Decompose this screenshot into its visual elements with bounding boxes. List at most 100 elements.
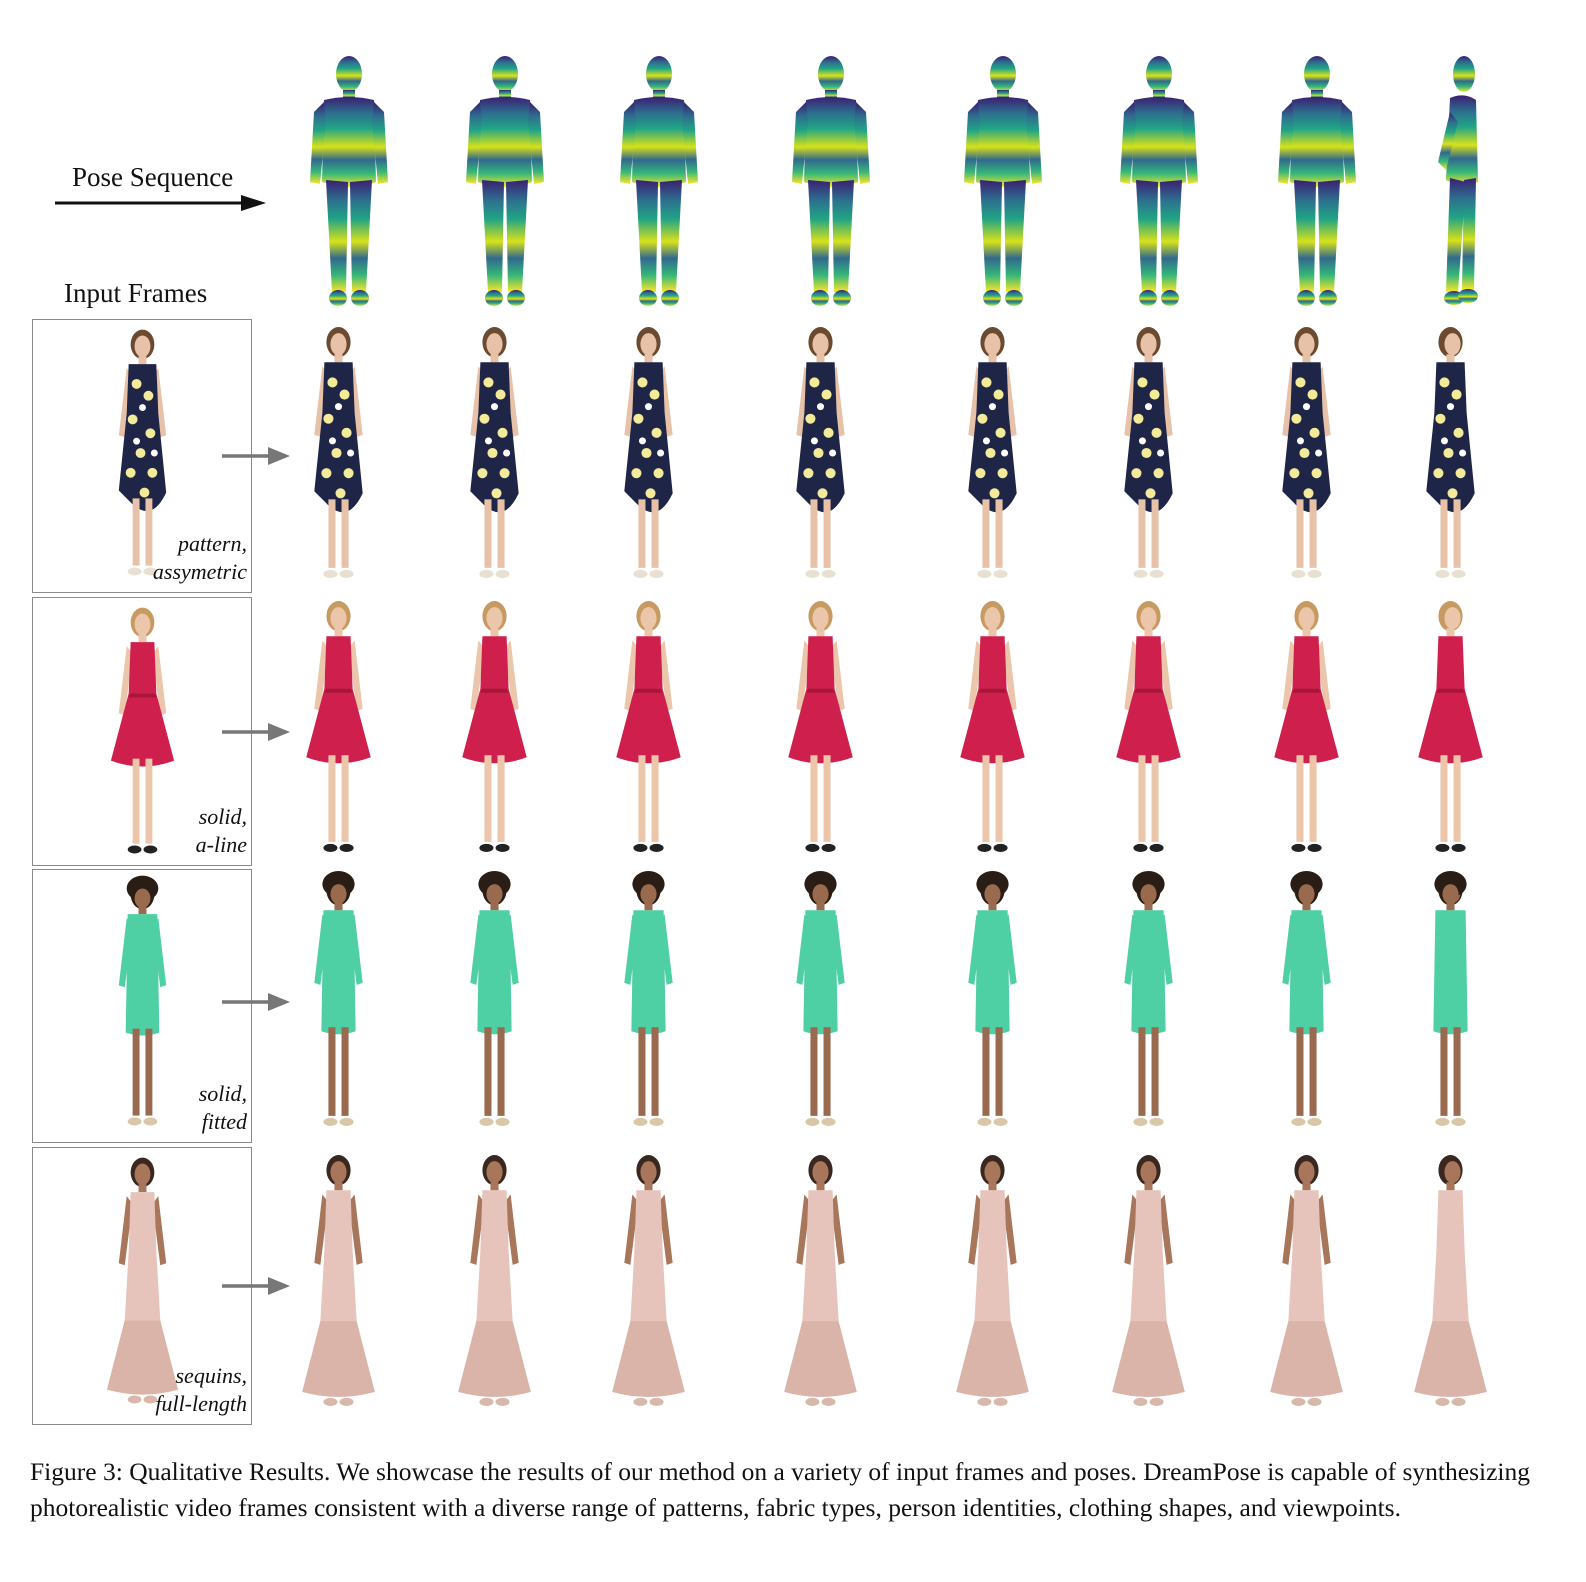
- row-arrow-3: [222, 993, 290, 1011]
- input-person: [103, 324, 182, 582]
- output-frame: [454, 870, 574, 1132]
- person-figure: [788, 601, 853, 852]
- person-figure: [1274, 601, 1339, 852]
- person-figure: [960, 601, 1025, 852]
- output-frame: [952, 1150, 1072, 1412]
- person-figure: [968, 871, 1017, 1126]
- pose-figure: [1278, 56, 1356, 306]
- person-figure: [1414, 1155, 1487, 1406]
- output-frame: [608, 1150, 728, 1412]
- person-figure: [1433, 871, 1468, 1126]
- person-figure: [314, 327, 363, 578]
- output-frame: [608, 322, 728, 584]
- person-figure: [470, 327, 519, 578]
- person-figure: [314, 871, 363, 1126]
- pose-cell: [1262, 52, 1382, 312]
- output-frame: [1108, 1150, 1228, 1412]
- person-figure: [796, 327, 845, 578]
- pose-cell: [294, 52, 414, 312]
- output-frame: [1410, 322, 1530, 584]
- person-figure: [624, 327, 673, 578]
- person-figure: [1112, 1155, 1185, 1406]
- person-figure: [1270, 1155, 1343, 1406]
- person-figure: [458, 1155, 531, 1406]
- person-figure: [1418, 601, 1483, 852]
- input-frame-2: solid, a-line: [32, 597, 252, 866]
- person-figure: [956, 1155, 1029, 1406]
- output-frame: [1266, 1150, 1386, 1412]
- pose-figure: [466, 56, 544, 306]
- output-frame: [1410, 596, 1530, 858]
- input-frame-1: pattern, assymetric: [32, 319, 252, 593]
- pose-figure: [964, 56, 1042, 306]
- person-figure: [784, 1155, 857, 1406]
- person-figure: [470, 871, 519, 1126]
- pose-cell: [604, 52, 724, 312]
- output-frame: [1266, 596, 1386, 858]
- input-person: [103, 1152, 182, 1410]
- input-person: [103, 874, 182, 1132]
- person-figure: [612, 1155, 685, 1406]
- pose-figure: [792, 56, 870, 306]
- input-tag-1: pattern, assymetric: [152, 531, 247, 584]
- pose-figure: [1120, 56, 1198, 306]
- row-arrow-4: [222, 1277, 290, 1295]
- row-arrow-1: [222, 447, 290, 465]
- person-figure: [624, 871, 673, 1126]
- output-frame: [454, 322, 574, 584]
- output-frame: [780, 1150, 900, 1412]
- output-frame: [1410, 870, 1530, 1132]
- output-frame: [952, 870, 1072, 1132]
- input-frame-4: sequins, full-length: [32, 1147, 252, 1425]
- person-figure: [616, 601, 681, 852]
- person-figure: [796, 871, 845, 1126]
- person-figure: [306, 601, 371, 852]
- pose-cell: [1104, 52, 1224, 312]
- person-figure: [106, 1157, 179, 1404]
- output-frame: [298, 596, 418, 858]
- figure-caption: Figure 3: Qualitative Results. We showca…: [30, 1457, 1530, 1522]
- output-frame: [454, 1150, 574, 1412]
- person-figure: [1282, 327, 1331, 578]
- output-frame: [1108, 596, 1228, 858]
- output-frame: [298, 1150, 418, 1412]
- output-frame: [298, 870, 418, 1132]
- person-figure: [1124, 327, 1173, 578]
- input-frame-3: solid, fitted: [32, 869, 252, 1143]
- input-person: [103, 602, 182, 860]
- output-frame: [780, 870, 900, 1132]
- output-frame: [1108, 870, 1228, 1132]
- pose-figure: [620, 56, 698, 306]
- output-frame: [952, 322, 1072, 584]
- output-frame: [952, 596, 1072, 858]
- pose-cell: [1406, 52, 1526, 312]
- output-frame: [1108, 322, 1228, 584]
- person-figure: [1282, 871, 1331, 1126]
- person-figure: [462, 601, 527, 852]
- input-frames-label: Input Frames: [64, 278, 208, 308]
- output-frame: [1410, 1150, 1530, 1412]
- pose-cell: [776, 52, 896, 312]
- input-tag-4: sequins, full-length: [155, 1363, 247, 1416]
- pose-figure: [310, 56, 388, 306]
- person-figure: [968, 327, 1017, 578]
- pose-sequence-label: Pose Sequence: [72, 162, 234, 192]
- output-frame: [608, 596, 728, 858]
- person-figure: [118, 875, 167, 1126]
- pose-figure: [1438, 56, 1478, 305]
- person-figure: [118, 329, 167, 576]
- output-frame: [454, 596, 574, 858]
- person-figure: [302, 1155, 375, 1406]
- output-frame: [608, 870, 728, 1132]
- input-tag-2: solid, a-line: [195, 804, 247, 857]
- pose-sequence-arrow: [55, 195, 266, 211]
- output-frame: [1266, 322, 1386, 584]
- input-tag-3: solid, fitted: [198, 1081, 247, 1134]
- output-frame: [1266, 870, 1386, 1132]
- person-figure: [1426, 327, 1475, 578]
- person-figure: [1124, 871, 1173, 1126]
- output-frame: [780, 596, 900, 858]
- person-figure: [110, 607, 175, 854]
- row-arrow-2: [222, 723, 290, 741]
- pose-cell: [948, 52, 1068, 312]
